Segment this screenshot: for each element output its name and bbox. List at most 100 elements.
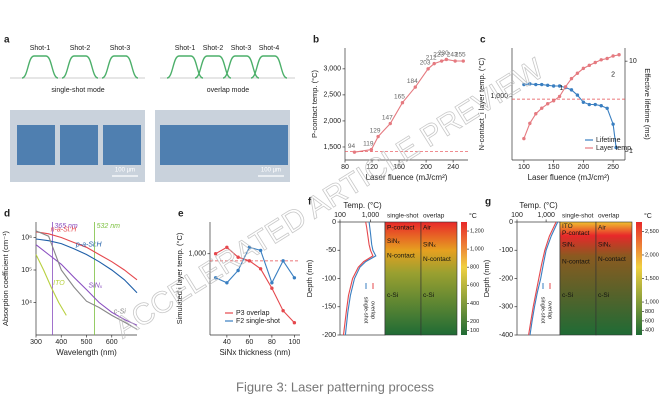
data-point [413,85,417,89]
data-point [545,102,550,106]
x-tick-label: 80 [268,339,276,346]
data-point [258,248,263,253]
x-tick-label: 100 [518,164,530,171]
colorbar-unit: °C [469,212,477,220]
colorbar-tick-label: 1,200 [470,228,484,234]
legend-label: overlap [547,301,553,319]
layer-label: c-Si [562,292,573,299]
y-tick-label: -100 [322,275,336,282]
series-line [344,221,377,336]
series-line [35,231,138,281]
data-point [281,308,285,313]
ablated-spot [17,125,55,165]
y-axis-label: Depth (nm) [305,259,314,297]
panel-label: d [4,209,10,220]
data-point [281,259,285,263]
legend-label: P3 overlap [236,310,270,317]
point-label: 147 [382,114,393,121]
heat-column [595,221,633,336]
data-point [575,93,580,97]
x-tick-label: 40 [223,339,231,346]
x-tick-label: 100 [334,212,346,219]
data-point [593,102,597,107]
data-point [400,100,405,105]
layer-label: N-contact [598,256,626,263]
x-tick-label: 500 [81,339,93,346]
shot-label: Shot-1 [30,45,51,52]
y-tick-label: 3,000 [323,66,341,73]
ablated-spot [103,125,141,165]
data-point [599,104,603,108]
colorbar-tick-label: 800 [470,265,479,271]
colorbar-tick-label: 100 [470,328,479,334]
data-point [426,67,430,71]
data-point [225,281,229,285]
y-tick-label: 0 [332,219,336,226]
point-label: 203 [420,60,431,67]
data-point [611,122,615,126]
data-point [369,147,374,152]
scale-label: 100 µm [261,168,281,174]
layer-label: c-Si [423,292,434,299]
legend-label: Layer temp. [596,145,633,152]
data-point [534,82,538,87]
series-label: n-a-Si:H [51,227,78,234]
data-point [236,268,240,273]
colorbar-unit: °C [644,212,652,220]
data-point [236,255,240,259]
wavelength-label: 365 nm [54,223,78,230]
data-point [599,58,603,62]
data-point [270,286,274,290]
y-axis-label: P-contact temp. (°C) [310,69,319,138]
y-tick-label: -50 [326,247,336,254]
data-point [575,71,580,75]
wavelength-label: 532 nm [97,223,121,230]
point-label: 119 [363,140,374,147]
y-tick-label: 10⁵ [21,267,32,274]
heat-column [559,221,597,336]
series-line [35,230,138,330]
x-tick-label: 1,000 [362,212,380,219]
panel-label: c [480,35,486,46]
x-axis-label: SiNx thickness (nm) [219,348,290,357]
scale-label: 100 µm [115,168,135,174]
panel-a: a Shot-1 Shot-2 Shot-3 Shot-1 Shot-2 Shot-3 Sh… [4,35,295,182]
shot-label: Shot-3 [231,45,252,52]
y-tick-label: -100 [499,247,513,254]
data-point [551,84,556,88]
pulse [101,55,139,79]
data-point [569,76,574,81]
pulse [21,55,59,79]
data-point [225,245,229,249]
x-axis-label: Laser fluence (mJ/cm²) [528,173,610,182]
colorbar-tick-label: 200 [470,319,479,325]
x-tick-label: 240 [447,164,459,171]
legend-label: overlap [370,301,376,319]
y-tick-label: 2,000 [323,118,341,125]
y-tick-label: 1,500 [323,144,341,151]
layer-label: N-contact [423,256,451,263]
series-label: SiNₓ [89,282,103,289]
y-tick-label: 0 [509,219,513,226]
y2-tick-label: 1 [629,148,633,155]
column-title: overlap [423,213,445,220]
colorbar-tick-label: 2,000 [645,252,659,258]
colorbar-tick-label: 1,000 [645,299,659,305]
y-tick-label: 10⁶ [21,234,32,241]
layer-label: Air [598,224,607,231]
ablated-spot [60,125,98,165]
panel-label: g [485,197,491,208]
y2-axis-label: Effective lifetime (ms) [643,68,652,140]
colorbar-tick-label: 800 [645,309,654,315]
colorbar-tick-label: 600 [470,283,479,289]
layer-label: N-contact [387,253,415,260]
pulse [250,55,288,79]
data-point [528,121,532,126]
data-point [534,112,538,116]
series-line [35,244,138,326]
y-tick-label: 1,000 [490,93,508,100]
data-point [522,136,526,141]
x-tick-label: 300 [30,339,42,346]
y-tick-label: 10⁴ [21,299,32,306]
